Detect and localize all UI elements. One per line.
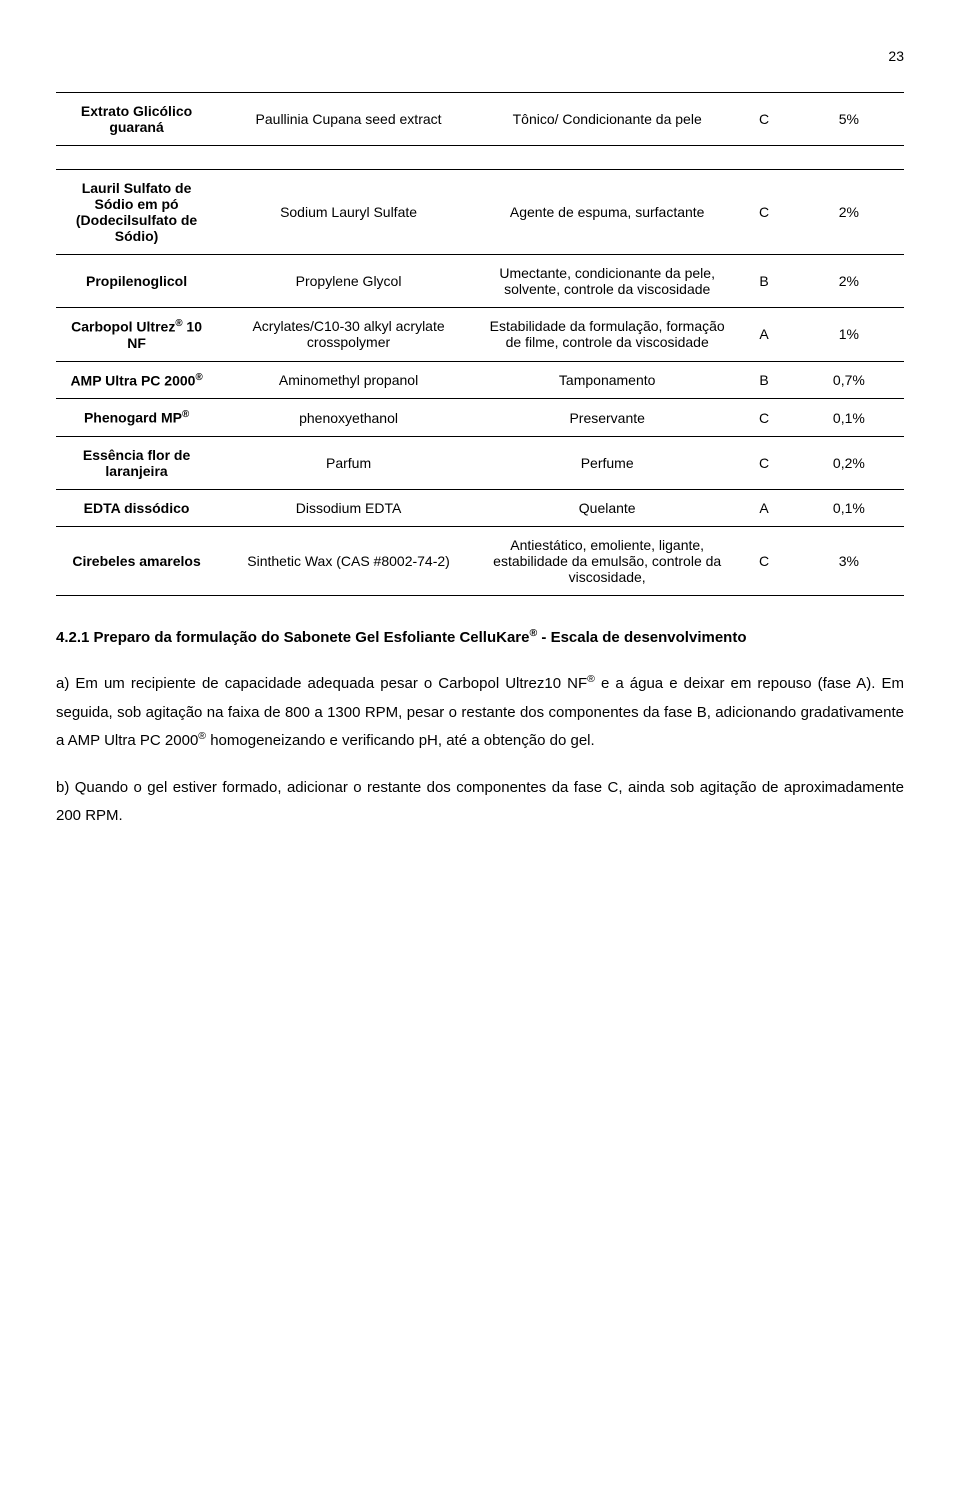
inci-name: Sodium Lauryl Sulfate (217, 170, 480, 255)
ingredient-name: Cirebeles amarelos (56, 526, 217, 595)
phase: A (734, 308, 793, 362)
function: Umectante, condicionante da pele, solven… (480, 255, 734, 308)
phase: B (734, 255, 793, 308)
function: Antiestático, emoliente, ligante, estabi… (480, 526, 734, 595)
percentage: 3% (794, 526, 904, 595)
percentage: 0,1% (794, 489, 904, 526)
formulation-table: Extrato Glicólico guaranáPaullinia Cupan… (56, 92, 904, 596)
inci-name: Parfum (217, 436, 480, 489)
function: Tamponamento (480, 361, 734, 399)
function: Quelante (480, 489, 734, 526)
function: Perfume (480, 436, 734, 489)
page-number: 23 (56, 48, 904, 64)
inci-name: phenoxyethanol (217, 399, 480, 437)
inci-name: Paullinia Cupana seed extract (217, 93, 480, 146)
percentage: 0,2% (794, 436, 904, 489)
phase: B (734, 361, 793, 399)
percentage: 1% (794, 308, 904, 362)
ingredient-name: Propilenoglicol (56, 255, 217, 308)
table-row: Carbopol Ultrez® 10 NFAcrylates/C10-30 a… (56, 308, 904, 362)
inci-name: Propylene Glycol (217, 255, 480, 308)
function: Estabilidade da formulação, formação de … (480, 308, 734, 362)
section-heading: 4.2.1 Preparo da formulação do Sabonete … (56, 624, 904, 653)
ingredient-name: EDTA dissódico (56, 489, 217, 526)
ingredient-name: Lauril Sulfato de Sódio em pó (Dodecilsu… (56, 170, 217, 255)
inci-name: Acrylates/C10-30 alkyl acrylate crosspol… (217, 308, 480, 362)
inci-name: Dissodium EDTA (217, 489, 480, 526)
table-row: AMP Ultra PC 2000®Aminomethyl propanolTa… (56, 361, 904, 399)
phase: C (734, 93, 793, 146)
phase: C (734, 399, 793, 437)
phase: A (734, 489, 793, 526)
ingredient-name: Carbopol Ultrez® 10 NF (56, 308, 217, 362)
inci-name: Sinthetic Wax (CAS #8002-74-2) (217, 526, 480, 595)
table-row: EDTA dissódicoDissodium EDTAQuelanteA0,1… (56, 489, 904, 526)
phase: C (734, 170, 793, 255)
percentage: 2% (794, 255, 904, 308)
table-row: Lauril Sulfato de Sódio em pó (Dodecilsu… (56, 170, 904, 255)
percentage: 2% (794, 170, 904, 255)
table-row: PropilenoglicolPropylene GlycolUmectante… (56, 255, 904, 308)
ingredient-name: AMP Ultra PC 2000® (56, 361, 217, 399)
paragraph-a: a) Em um recipiente de capacidade adequa… (56, 670, 904, 756)
ingredient-name: Phenogard MP® (56, 399, 217, 437)
paragraph-b: b) Quando o gel estiver formado, adicion… (56, 774, 904, 831)
ingredient-name: Essência flor de laranjeira (56, 436, 217, 489)
table-row (56, 146, 904, 170)
percentage: 0,7% (794, 361, 904, 399)
table-row: Phenogard MP®phenoxyethanolPreservanteC0… (56, 399, 904, 437)
percentage: 0,1% (794, 399, 904, 437)
phase: C (734, 526, 793, 595)
table-row: Cirebeles amarelosSinthetic Wax (CAS #80… (56, 526, 904, 595)
percentage: 5% (794, 93, 904, 146)
ingredient-name: Extrato Glicólico guaraná (56, 93, 217, 146)
function: Tônico/ Condicionante da pele (480, 93, 734, 146)
inci-name: Aminomethyl propanol (217, 361, 480, 399)
function: Preservante (480, 399, 734, 437)
phase: C (734, 436, 793, 489)
table-row: Extrato Glicólico guaranáPaullinia Cupan… (56, 93, 904, 146)
table-row: Essência flor de laranjeiraParfumPerfume… (56, 436, 904, 489)
function: Agente de espuma, surfactante (480, 170, 734, 255)
